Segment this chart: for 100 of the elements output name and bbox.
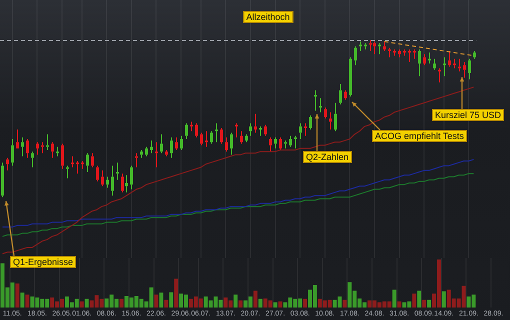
bar [84, 298, 89, 308]
bar [422, 300, 426, 308]
candlestick [473, 50, 476, 60]
candlestick [175, 136, 178, 150]
candlestick [170, 136, 173, 158]
candlestick [423, 54, 426, 66]
candlestick [304, 122, 307, 136]
candlestick [190, 121, 193, 132]
candlestick [71, 156, 74, 168]
bar [303, 298, 308, 308]
candlestick [165, 149, 168, 157]
candlestick [145, 146, 148, 157]
bar [342, 300, 347, 308]
bar [80, 301, 84, 308]
bar [159, 292, 164, 308]
candlestick [359, 41, 362, 52]
candlestick [448, 50, 451, 68]
candlestick [185, 122, 188, 140]
candlestick [245, 134, 248, 143]
candlestick [428, 52, 431, 64]
candlestick [155, 142, 158, 168]
candlestick [388, 47, 391, 58]
candlestick [135, 152, 138, 168]
bar [238, 300, 243, 308]
candlestick [121, 173, 124, 193]
bar [25, 294, 30, 308]
candlestick [364, 42, 367, 50]
candlestick [76, 160, 79, 174]
bar [397, 301, 402, 308]
candlestick [235, 122, 238, 138]
candlestick [240, 130, 243, 144]
candlestick [1, 162, 4, 198]
candlestick [36, 142, 39, 156]
candlestick [205, 130, 208, 148]
bar [417, 290, 422, 308]
candlestick [195, 122, 198, 138]
candlestick [329, 112, 332, 130]
candlestick [438, 68, 441, 83]
candlestick [180, 135, 183, 150]
candlestick [249, 122, 252, 136]
bar [120, 298, 124, 308]
candlestick [41, 142, 44, 154]
candlestick [230, 132, 233, 156]
candlestick [299, 122, 302, 140]
bar [273, 302, 278, 308]
candlestick [369, 39, 372, 52]
annotation: Kursziel 75 USD [432, 109, 504, 121]
candlestick [314, 90, 317, 112]
candlestick [403, 48, 406, 56]
candlestick [259, 126, 262, 136]
candlestick [225, 136, 228, 152]
bar [427, 300, 432, 308]
candlestick [289, 135, 292, 148]
ref-line-label: Allzeithoch [243, 11, 293, 23]
candlestick [463, 61, 466, 78]
bar [169, 292, 174, 308]
bar [392, 290, 396, 308]
candlestick [254, 113, 257, 134]
candlestick [150, 140, 153, 154]
bar [174, 278, 178, 308]
candlestick [200, 132, 203, 146]
candlestick [284, 140, 287, 149]
bar [258, 298, 262, 308]
candlestick [433, 58, 436, 70]
candlestick [101, 170, 104, 187]
candlestick [334, 102, 337, 132]
candlestick [125, 174, 128, 193]
candlestick [354, 46, 357, 66]
candlestick [294, 135, 297, 149]
candlestick [215, 122, 218, 143]
candlestick [324, 107, 327, 120]
candlestick [51, 142, 54, 158]
candlestick [458, 58, 461, 72]
bar [20, 292, 24, 308]
candlestick [220, 127, 223, 144]
candlestick [6, 157, 9, 171]
bar [412, 294, 416, 308]
candlestick [111, 165, 114, 196]
candlestick [408, 48, 411, 62]
candlestick [86, 152, 89, 172]
candlestick [468, 58, 471, 80]
candlestick [31, 151, 34, 168]
candlestick [21, 136, 24, 157]
candlestick [418, 48, 421, 77]
candlestick [116, 162, 119, 180]
annotation: ACOG empfiehlt Tests [372, 130, 467, 142]
candlestick [319, 98, 322, 113]
candlestick [106, 176, 109, 188]
candlestick [443, 56, 446, 77]
bar [234, 294, 238, 308]
candlestick [373, 41, 376, 55]
candlestick [349, 56, 352, 98]
candlestick [11, 138, 14, 166]
bar [15, 284, 20, 308]
candlestick [453, 58, 456, 69]
candlestick [210, 130, 213, 144]
candlestick [160, 134, 163, 154]
annotation: Q2-Zahlen [303, 151, 352, 163]
candlestick [264, 124, 267, 136]
candlestick [96, 165, 99, 182]
